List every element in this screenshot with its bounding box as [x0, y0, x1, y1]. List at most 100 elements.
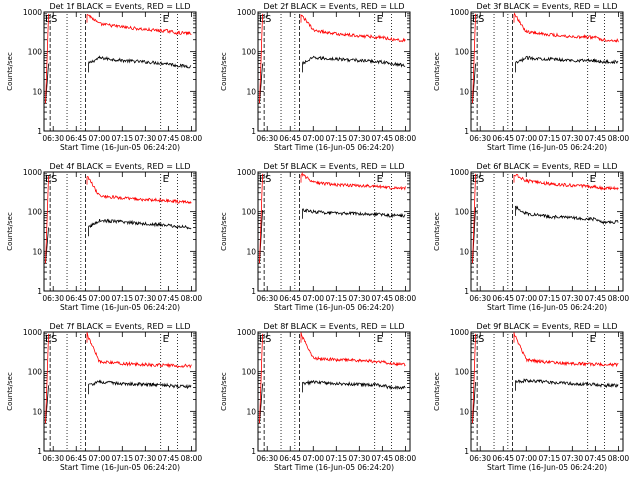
lld-series-line — [513, 332, 619, 368]
events-series-line — [88, 55, 192, 73]
y-tick-label: 100 — [455, 208, 470, 217]
panel-title: Det 8f BLACK = Events, RED = LLD — [263, 322, 404, 331]
y-axis-label: Counts/sec — [220, 52, 228, 91]
x-tick-label: 08:00 — [181, 454, 203, 463]
y-tick-label: 100 — [28, 208, 43, 217]
interval-marker-label: E — [590, 174, 596, 185]
x-tick-label: 07:00 — [515, 134, 537, 143]
y-axis-label: Counts/sec — [6, 372, 14, 411]
x-tick-label: 06:30 — [42, 294, 64, 303]
x-axis-label: Start Time (16-Jun-05 06:24:20) — [274, 463, 394, 472]
x-tick-label: 07:45 — [585, 294, 607, 303]
x-tick-label: 07:00 — [88, 134, 110, 143]
lld-series-line — [472, 333, 476, 424]
panel-title: Det 5f BLACK = Events, RED = LLD — [263, 162, 404, 171]
interval-marker-label: S — [478, 14, 484, 25]
y-tick-label: 100 — [242, 208, 257, 217]
x-tick-label: 07:30 — [135, 134, 157, 143]
x-tick-label: 07:45 — [372, 294, 394, 303]
plot-frame — [470, 11, 624, 132]
x-tick-label: 07:45 — [158, 134, 180, 143]
x-axis-label: Start Time (16-Jun-05 06:24:20) — [274, 303, 394, 312]
events-series-line — [88, 218, 192, 237]
panel-title: Det 7f BLACK = Events, RED = LLD — [49, 322, 190, 331]
x-tick-label: 07:30 — [349, 294, 371, 303]
events-series-line — [515, 205, 619, 225]
events-series-line — [515, 378, 619, 391]
x-tick-label: 08:00 — [181, 294, 203, 303]
x-tick-label: 07:15 — [538, 454, 560, 463]
plot-frame — [43, 11, 197, 132]
interval-marker-label: S — [51, 334, 57, 345]
plot-frame — [257, 11, 411, 132]
x-tick-label: 07:15 — [111, 294, 133, 303]
panel-title: Det 9f BLACK = Events, RED = LLD — [476, 322, 617, 331]
x-tick-label: 06:30 — [469, 454, 491, 463]
x-axis-label: Start Time (16-Jun-05 06:24:20) — [274, 143, 394, 152]
interval-marker-label: E — [163, 14, 169, 25]
interval-marker-label: S — [265, 14, 271, 25]
x-axis-label: Start Time (16-Jun-05 06:24:20) — [487, 143, 607, 152]
plot-frame — [43, 331, 197, 452]
x-tick-label: 08:00 — [395, 294, 417, 303]
y-tick-label: 10 — [246, 407, 256, 416]
x-tick-label: 08:00 — [395, 134, 417, 143]
interval-marker-label: E — [163, 334, 169, 345]
lld-series-line — [45, 175, 49, 264]
detector-panel: Det 7f BLACK = Events, RED = LLD 1 10 100 10… — [6, 322, 202, 472]
y-axis-label: Counts/sec — [220, 212, 228, 251]
x-tick-label: 06:45 — [65, 134, 87, 143]
interval-marker-label: S — [51, 14, 57, 25]
y-axis-label: Counts/sec — [6, 212, 14, 251]
y-tick-label: 100 — [242, 368, 257, 377]
interval-marker-label: S — [265, 174, 271, 185]
y-tick-label: 1000 — [23, 328, 42, 337]
x-tick-label: 07:30 — [135, 294, 157, 303]
interval-marker-label: S — [51, 174, 57, 185]
events-series-line — [302, 379, 406, 393]
x-tick-label: 08:00 — [608, 134, 630, 143]
y-tick-label: 10 — [32, 407, 42, 416]
y-tick-label: 1 — [37, 127, 42, 136]
x-tick-label: 06:30 — [256, 454, 278, 463]
x-tick-label: 06:45 — [65, 294, 87, 303]
x-tick-label: 07:30 — [349, 454, 371, 463]
x-tick-label: 06:45 — [492, 294, 514, 303]
x-tick-label: 08:00 — [608, 294, 630, 303]
lld-series-line — [300, 13, 406, 43]
interval-marker-label: E — [377, 334, 383, 345]
detector-panel: Det 9f BLACK = Events, RED = LLD 1 10 100 10… — [433, 322, 629, 472]
y-axis-label: Counts/sec — [433, 52, 441, 91]
x-tick-label: 07:15 — [325, 454, 347, 463]
x-tick-label: 07:00 — [88, 294, 110, 303]
x-tick-label: 06:45 — [65, 454, 87, 463]
panel-title: Det 6f BLACK = Events, RED = LLD — [476, 162, 617, 171]
x-tick-label: 06:30 — [469, 294, 491, 303]
y-tick-label: 1000 — [237, 328, 256, 337]
plot-frame — [470, 331, 624, 452]
y-axis-label: Counts/sec — [433, 212, 441, 251]
lld-series-line — [86, 14, 192, 36]
y-axis-label: Counts/sec — [220, 372, 228, 411]
x-tick-label: 06:45 — [279, 134, 301, 143]
lld-series-line — [86, 332, 192, 369]
y-tick-label: 100 — [28, 48, 43, 57]
x-tick-label: 07:00 — [515, 294, 537, 303]
lld-series-line — [259, 13, 263, 104]
x-tick-label: 07:00 — [302, 134, 324, 143]
y-tick-label: 1000 — [23, 8, 42, 17]
lld-series-line — [259, 173, 263, 264]
lld-series-line — [45, 333, 49, 424]
panel-title: Det 3f BLACK = Events, RED = LLD — [476, 2, 617, 11]
plot-frame — [43, 171, 197, 292]
y-tick-label: 1 — [251, 127, 256, 136]
y-tick-label: 10 — [32, 247, 42, 256]
x-tick-label: 07:00 — [302, 454, 324, 463]
y-tick-label: 100 — [455, 368, 470, 377]
y-tick-label: 10 — [459, 87, 469, 96]
events-series-line — [515, 55, 619, 73]
y-axis-label: Counts/sec — [433, 372, 441, 411]
detector-panel: Det 2f BLACK = Events, RED = LLD 1 10 100 10… — [220, 2, 416, 152]
x-tick-label: 07:45 — [372, 134, 394, 143]
